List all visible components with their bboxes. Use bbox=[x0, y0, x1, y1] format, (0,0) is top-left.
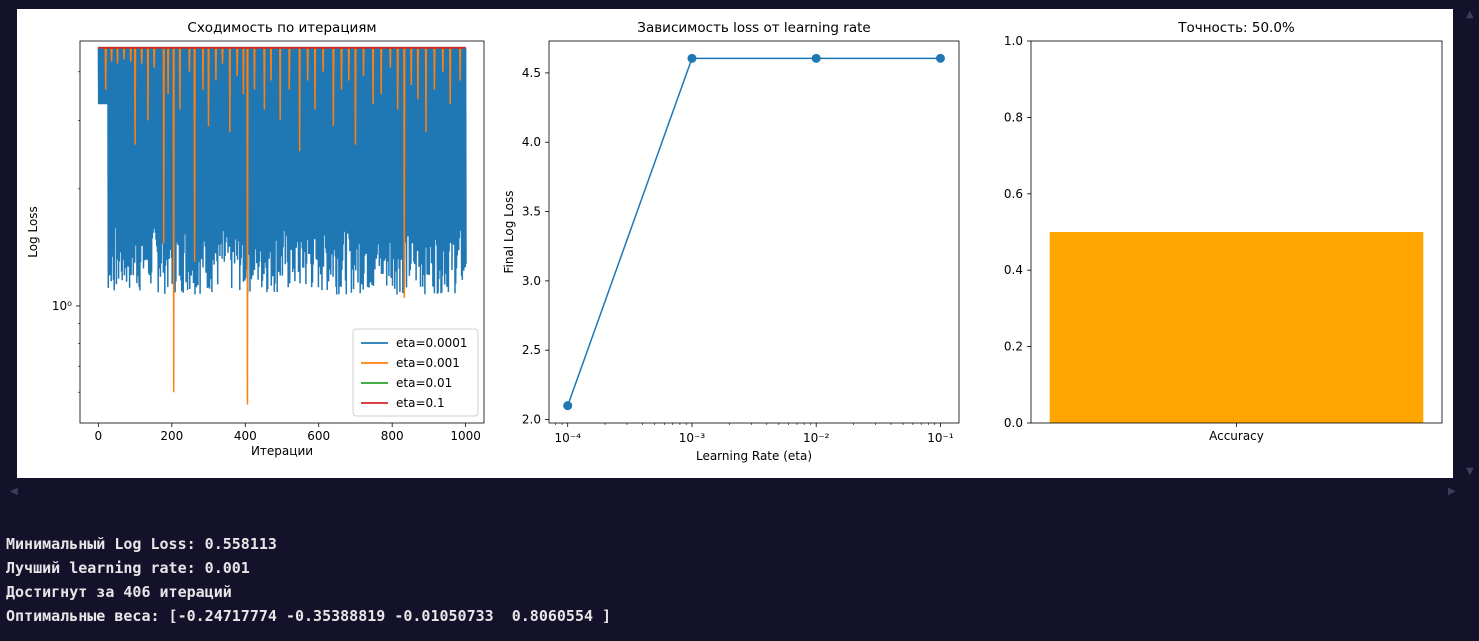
output-line-min-loss: Минимальный Log Loss: 0.558113 bbox=[6, 535, 277, 553]
y-tick-label: 0.4 bbox=[1004, 263, 1023, 277]
x-tick-label: 10⁻¹ bbox=[927, 431, 954, 445]
y-tick-label: 4.5 bbox=[522, 66, 541, 80]
lr-loss-point bbox=[935, 53, 945, 63]
y-tick-label: 3.0 bbox=[522, 274, 541, 288]
y-tick-label: 0.6 bbox=[1004, 187, 1023, 201]
x-axis-label: Итерации bbox=[251, 444, 313, 458]
y-tick-label: 0.0 bbox=[1004, 416, 1023, 430]
y-tick-label: 0.8 bbox=[1004, 110, 1023, 124]
output-line-best-lr: Лучший learning rate: 0.001 bbox=[6, 559, 250, 577]
y-tick-label: 2.0 bbox=[522, 413, 541, 427]
x-tick-label: Accuracy bbox=[1209, 429, 1264, 443]
x-tick-label: 10⁻³ bbox=[679, 431, 706, 445]
output-line-weights: Оптимальные веса: [-0.24717774 -0.353888… bbox=[6, 607, 612, 625]
y-tick-label: 10⁰ bbox=[52, 299, 72, 313]
lr-loss-point bbox=[563, 401, 573, 411]
y-axis-label: Log Loss bbox=[26, 206, 40, 258]
legend-box bbox=[352, 328, 479, 417]
scroll-down-icon[interactable]: ▼ bbox=[1466, 466, 1474, 477]
accuracy-bar bbox=[1049, 232, 1424, 423]
y-tick-label: 4.0 bbox=[522, 135, 541, 149]
lr-loss-line bbox=[567, 57, 941, 406]
matplotlib-figure: 0 200 400 600 800 1000 10⁰ Сходимость по итерац… bbox=[17, 9, 1453, 478]
y-tick-label: 1.0 bbox=[1004, 34, 1023, 48]
y-tick-label: 0.2 bbox=[1004, 340, 1023, 354]
x-axis-label: Learning Rate (eta) bbox=[696, 449, 812, 463]
lr-loss-point bbox=[687, 53, 697, 63]
chart-title: Сходимость по итерациям bbox=[187, 20, 376, 36]
cell-output: Минимальный Log Loss: 0.558113 Лучший le… bbox=[6, 532, 611, 628]
x-tick-label: 600 bbox=[307, 429, 330, 443]
x-tick-label: 800 bbox=[381, 429, 404, 443]
x-tick-label: 0 bbox=[95, 429, 103, 443]
output-line-iterations: Достигнут за 406 итераций bbox=[6, 583, 232, 601]
x-tick-label: 400 bbox=[234, 429, 257, 443]
figure-canvas: 0 200 400 600 800 1000 10⁰ Сходимость по итерац… bbox=[26, 20, 1443, 463]
chart-title: Точность: 50.0% bbox=[1177, 20, 1295, 36]
legend-entry: eta=0.01 bbox=[396, 376, 452, 390]
legend-entry: eta=0.0001 bbox=[396, 336, 467, 350]
lr-axes-frame bbox=[548, 40, 960, 424]
convergence-axes-frame bbox=[79, 40, 485, 424]
legend-entry: eta=0.1 bbox=[396, 396, 445, 410]
scroll-left-icon[interactable]: ◀ bbox=[10, 486, 18, 497]
y-tick-label: 2.5 bbox=[522, 343, 541, 357]
scroll-right-icon[interactable]: ▶ bbox=[1448, 486, 1456, 497]
y-tick-label: 3.5 bbox=[522, 205, 541, 219]
x-tick-label: 1000 bbox=[450, 429, 481, 443]
scroll-up-icon[interactable]: ▲ bbox=[1466, 9, 1474, 20]
lr-loss-point bbox=[811, 53, 821, 63]
legend-entry: eta=0.001 bbox=[396, 356, 460, 370]
chart-title: Зависимость loss от learning rate bbox=[637, 20, 870, 36]
x-tick-label: 10⁻² bbox=[803, 431, 830, 445]
x-tick-label: 10⁻⁴ bbox=[554, 431, 581, 445]
y-axis-label: Final Log Loss bbox=[502, 190, 516, 273]
x-tick-label: 200 bbox=[160, 429, 183, 443]
convergence-plot-area bbox=[97, 46, 467, 405]
